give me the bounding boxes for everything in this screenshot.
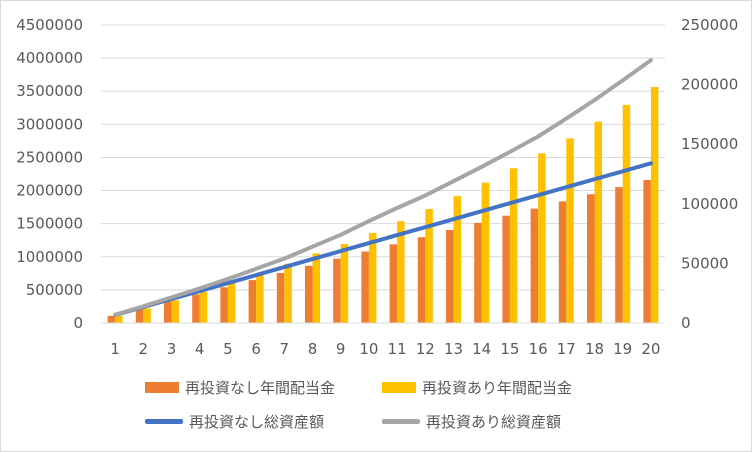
x-tick-label: 10: [359, 340, 378, 358]
bar-reinvest: [143, 308, 151, 323]
x-tick-label: 12: [416, 340, 435, 358]
x-tick-label: 7: [280, 340, 290, 358]
bar-no-reinvest: [389, 244, 398, 323]
bar-no-reinvest: [615, 187, 623, 323]
legend-label: 再投資なし年間配当金: [185, 378, 336, 397]
bar-reinvest: [622, 104, 631, 323]
x-tick-label: 13: [444, 340, 463, 358]
bar-no-reinvest: [276, 272, 285, 323]
bar-no-reinvest: [474, 222, 482, 323]
legend-item-line-reinvest: 再投資あり総資産額: [382, 407, 561, 435]
y-left-tick-label: 2000000: [16, 182, 83, 200]
x-tick-label: 11: [388, 340, 407, 358]
y-right-tick-label: 200000: [681, 76, 738, 94]
y-left-tick-label: 4000000: [16, 49, 83, 67]
y-left-tick-label: 1000000: [16, 248, 83, 266]
bar-reinvest: [312, 253, 320, 323]
x-tick-label: 9: [336, 340, 346, 358]
legend-item-line-no-reinvest: 再投資なし総資産額: [145, 407, 324, 435]
y-left-tick-label: 1500000: [16, 215, 83, 233]
legend-swatch-orange: [145, 381, 179, 393]
legend-label: 再投資あり総資産額: [426, 412, 562, 431]
bar-no-reinvest: [530, 208, 539, 323]
bar-no-reinvest: [643, 179, 651, 323]
y-right-tick-label: 0: [681, 314, 691, 332]
x-tick-label: 2: [139, 340, 149, 358]
bar-no-reinvest: [305, 265, 313, 323]
bar-no-reinvest: [164, 301, 172, 323]
series-line-no-reinvest: [113, 161, 653, 317]
bar-no-reinvest: [417, 237, 426, 323]
bar-reinvest: [115, 315, 123, 323]
y-left-tick-label: 4500000: [16, 16, 83, 34]
legend-label: 再投資あり年間配当金: [422, 378, 573, 397]
bar-no-reinvest: [248, 280, 257, 323]
legend-swatch-yellow: [382, 381, 416, 393]
bar-no-reinvest: [107, 315, 116, 323]
x-tick-label: 1: [110, 340, 120, 358]
x-tick-label: 14: [472, 340, 491, 358]
y-right-tick-label: 150000: [681, 135, 738, 153]
bar-no-reinvest: [361, 251, 369, 323]
x-tick-label: 19: [613, 340, 632, 358]
bar-reinvest: [368, 232, 377, 323]
bar-reinvest: [538, 153, 546, 323]
series-line-reinvest: [113, 58, 653, 317]
bar-no-reinvest: [192, 294, 200, 323]
bar-no-reinvest: [220, 287, 228, 323]
bar-no-reinvest: [446, 230, 454, 323]
legend-label: 再投資なし総資産額: [189, 412, 325, 431]
legend-item-bar-reinvest: 再投資あり年間配当金: [382, 373, 572, 401]
x-tick-label: 4: [195, 340, 205, 358]
bar-reinvest: [340, 244, 349, 323]
x-tick-label: 6: [251, 340, 261, 358]
bar-reinvest: [453, 196, 461, 323]
bar-no-reinvest: [502, 215, 510, 323]
bar-reinvest: [397, 221, 405, 323]
bar-reinvest: [256, 273, 264, 323]
bar-reinvest: [594, 121, 602, 323]
bar-reinvest: [425, 208, 433, 323]
bar-no-reinvest: [135, 308, 144, 323]
x-tick-label: 16: [529, 340, 548, 358]
y-right-tick-label: 250000: [681, 16, 738, 34]
bar-reinvest: [171, 300, 179, 323]
bar-no-reinvest: [587, 194, 595, 323]
y-left-tick-label: 0: [73, 314, 83, 332]
x-tick-label: 15: [500, 340, 519, 358]
bar-no-reinvest: [558, 201, 567, 323]
bar-no-reinvest: [333, 258, 341, 323]
bar-reinvest: [566, 138, 574, 323]
legend-swatch-blue: [145, 418, 183, 424]
x-tick-label: 5: [223, 340, 233, 358]
y-left-tick-label: 2500000: [16, 148, 83, 166]
x-tick-label: 18: [585, 340, 604, 358]
x-tick-label: 20: [641, 340, 660, 358]
y-left-tick-label: 3000000: [16, 115, 83, 133]
bar-reinvest: [284, 263, 292, 323]
bar-reinvest: [481, 182, 490, 323]
bar-reinvest: [509, 168, 518, 323]
x-tick-label: 8: [308, 340, 318, 358]
bar-reinvest: [227, 283, 236, 323]
y-left-tick-label: 3500000: [16, 82, 83, 100]
y-right-tick-label: 50000: [681, 254, 729, 272]
y-right-tick-label: 100000: [681, 195, 738, 213]
x-tick-label: 17: [557, 340, 576, 358]
y-left-tick-label: 500000: [26, 281, 83, 299]
legend-swatch-gray: [382, 418, 420, 424]
bar-reinvest: [199, 291, 208, 323]
bar-reinvest: [650, 87, 659, 323]
legend-item-bar-no-reinvest: 再投資なし年間配当金: [145, 373, 335, 401]
x-tick-label: 3: [167, 340, 177, 358]
